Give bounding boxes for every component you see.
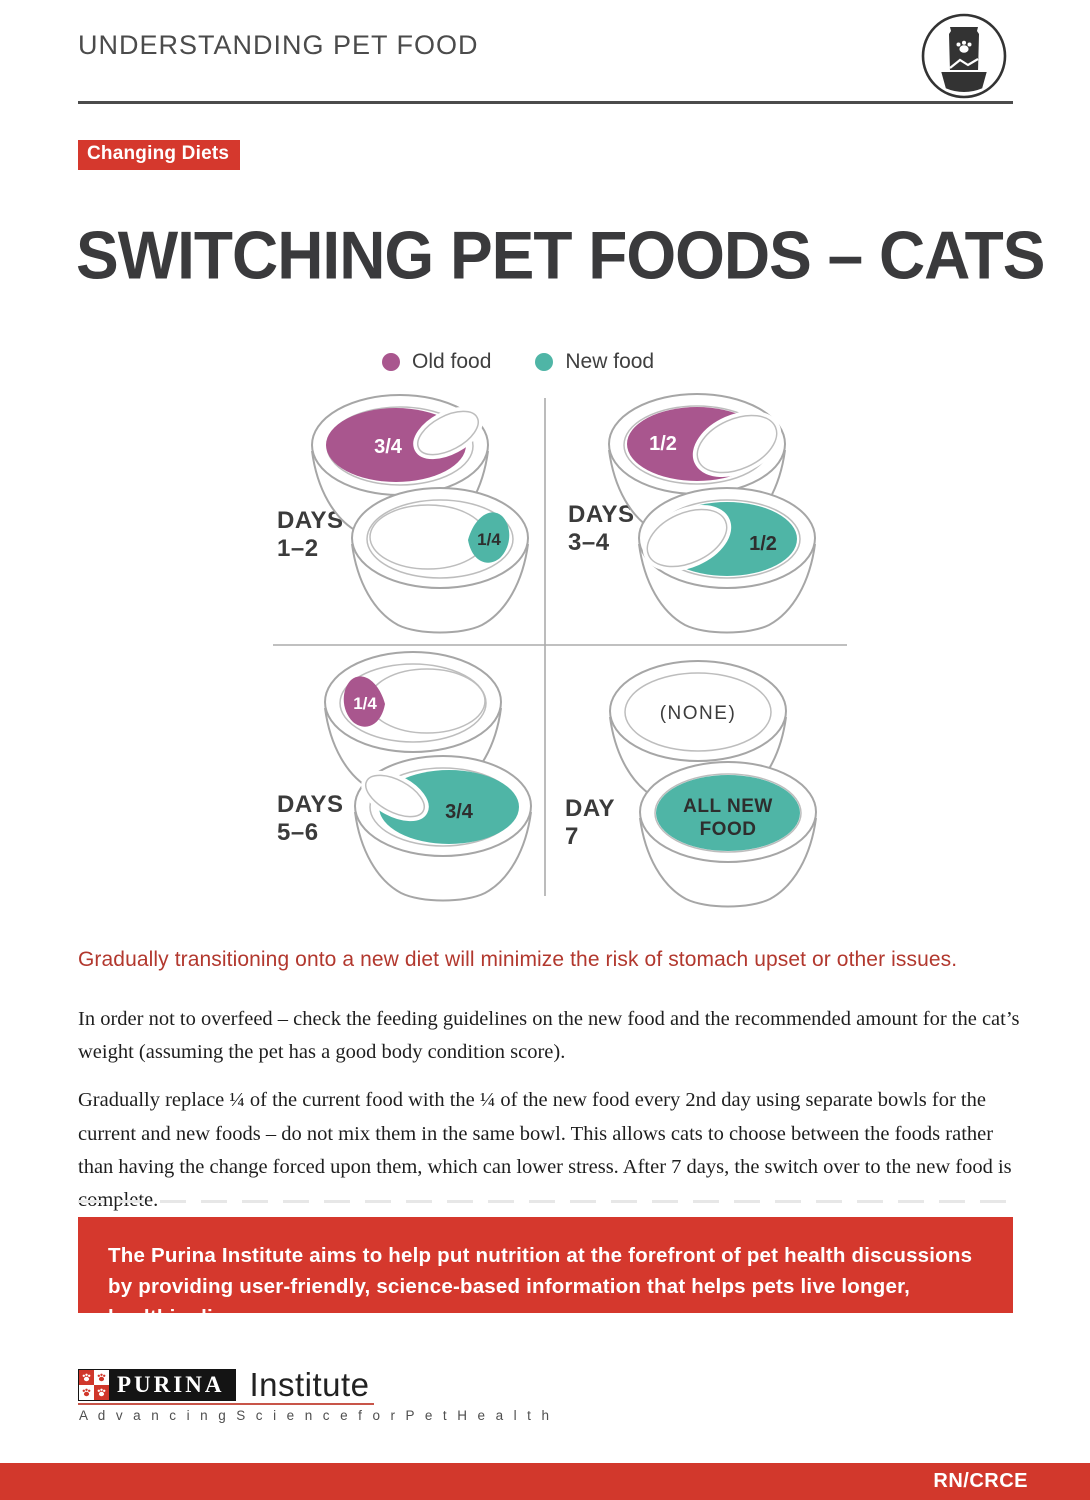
header-divider [78, 101, 1013, 104]
q4-new-line1: ALL NEW [683, 796, 773, 817]
purina-wordmark-box: PURINA [78, 1369, 237, 1401]
q1-label-line2: 1–2 [277, 535, 319, 562]
logo-tagline: A d v a n c i n g S c i e n c e f o r P … [79, 1408, 553, 1423]
legend-old-label: Old food [412, 350, 492, 373]
transition-diagram: DAYS 1–2 3/4 1/4 DAYS 3–4 [265, 388, 855, 913]
q2-new-fraction: 1/2 [749, 533, 777, 555]
footer-code: RN/CRCE [933, 1470, 1028, 1492]
q3-new-fraction: 3/4 [445, 801, 474, 823]
q1-old-fraction: 3/4 [374, 436, 403, 458]
q4-old-fraction: (NONE) [660, 703, 737, 724]
lead-sentence: Gradually transitioning onto a new diet … [78, 948, 958, 971]
paragraph-2: Gradually replace ¼ of the current food … [78, 1089, 1012, 1211]
purina-brand-text: PURINA [117, 1372, 225, 1397]
q2-old-fraction: 1/2 [649, 433, 677, 455]
bowl-old-3-4: 3/4 [311, 394, 489, 541]
section-badge: Changing Diets [78, 140, 241, 170]
bowl-new-1-4: 1/4 [351, 487, 529, 634]
purina-checkerboard-icon [79, 1370, 109, 1400]
legend-item-old: Old food [382, 350, 491, 374]
q4-label-line2: 7 [565, 823, 579, 850]
bowl-old-1-2: 1/2 [608, 393, 786, 540]
mission-banner: The Purina Institute aims to help put nu… [78, 1217, 1013, 1329]
q3-label-line1: DAYS [277, 791, 343, 818]
legend-new-label: New food [565, 350, 655, 373]
bowl-new-1-2: 1/2 [638, 487, 816, 634]
q1-label-line1: DAYS [277, 507, 343, 534]
main-title: SWITCHING PET FOODS – CATS [76, 217, 1045, 294]
paragraph-1: In order not to overfeed – check the fee… [78, 1008, 1020, 1064]
q3-old-fraction: 1/4 [353, 694, 377, 713]
legend: Old food New food [382, 350, 654, 374]
q4-label-line1: DAY [565, 795, 615, 822]
q2-label-line1: DAYS [568, 501, 634, 528]
page-title: UNDERSTANDING PET FOOD [78, 30, 479, 60]
q3-label-line2: 5–6 [277, 819, 319, 846]
bowl-new-3-4: 3/4 [354, 755, 532, 902]
bowl-new-all: ALL NEW FOOD [639, 761, 817, 908]
bowl-old-1-4: 1/4 [324, 651, 502, 798]
footer-bar: RN/CRCE [0, 1463, 1090, 1500]
bowl-old-none: (NONE) [609, 660, 787, 807]
q2-label-line2: 3–4 [568, 529, 610, 556]
new-food-dot-icon [535, 353, 554, 371]
purina-institute-logo: PURINA Institute [78, 1366, 370, 1404]
logo-underline [78, 1403, 374, 1405]
institute-text: Institute [249, 1366, 370, 1403]
q4-new-line2: FOOD [700, 819, 757, 840]
legend-item-new: New food [535, 350, 654, 374]
dashed-divider [78, 1200, 1013, 1203]
old-food-dot-icon [382, 353, 400, 371]
pet-food-bag-bowl-icon [920, 12, 1008, 105]
q1-new-fraction: 1/4 [477, 530, 501, 549]
